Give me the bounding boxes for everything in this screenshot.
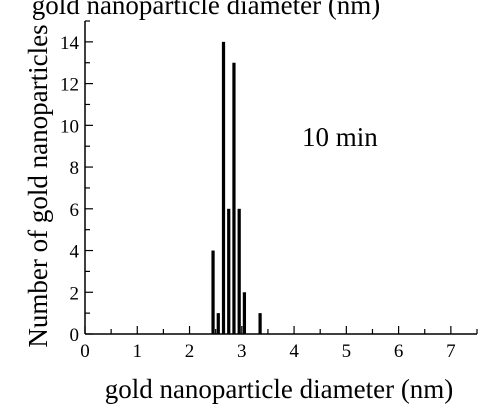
y-tick-labels: 0 2 4 6 8 10 12 14 (60, 33, 80, 346)
clipped-top-caption: gold nanoparticle diameter (nm) (32, 0, 381, 20)
y-tick-label-7: 14 (60, 33, 80, 54)
histogram-bar-7 (258, 313, 262, 334)
bars-group (211, 41, 262, 334)
y-tick-label-5: 10 (60, 116, 79, 137)
histogram-bar-3 (227, 208, 231, 334)
ticks-group (84, 20, 478, 335)
axes-group (84, 21, 477, 335)
x-tick-label-5: 5 (342, 341, 352, 362)
x-tick-labels: 0 1 2 3 4 5 6 7 (80, 341, 455, 362)
x-tick-label-1: 1 (133, 341, 143, 362)
y-axis-title: Number of gold nanoparticles (23, 24, 53, 347)
x-tick-label-6: 6 (394, 341, 404, 362)
x-tick-label-3: 3 (237, 341, 247, 362)
histogram-bar-1 (216, 313, 220, 334)
x-axis-title: gold nanoparticle diameter (nm) (105, 374, 454, 404)
histogram-bar-0 (211, 250, 215, 334)
histogram-bar-5 (237, 208, 241, 334)
time-annotation: 10 min (302, 122, 378, 152)
x-tick-label-4: 4 (289, 341, 299, 362)
x-tick-label-7: 7 (446, 341, 456, 362)
x-tick-label-2: 2 (185, 341, 195, 362)
y-axis-title-group: Number of gold nanoparticles (23, 24, 53, 347)
y-tick-label-1: 2 (70, 283, 80, 304)
x-tick-label-0: 0 (80, 341, 90, 362)
y-tick-label-0: 0 (70, 325, 80, 346)
y-tick-label-2: 4 (70, 242, 80, 263)
histogram-bar-6 (242, 292, 247, 334)
y-tick-label-6: 12 (60, 75, 79, 96)
y-tick-label-3: 6 (70, 200, 80, 221)
histogram-bar-4 (232, 62, 236, 334)
histogram-bar-2 (221, 41, 226, 334)
y-tick-label-4: 8 (70, 158, 80, 179)
clipped-top-caption-text: gold nanoparticle diameter (nm) (32, 0, 381, 20)
